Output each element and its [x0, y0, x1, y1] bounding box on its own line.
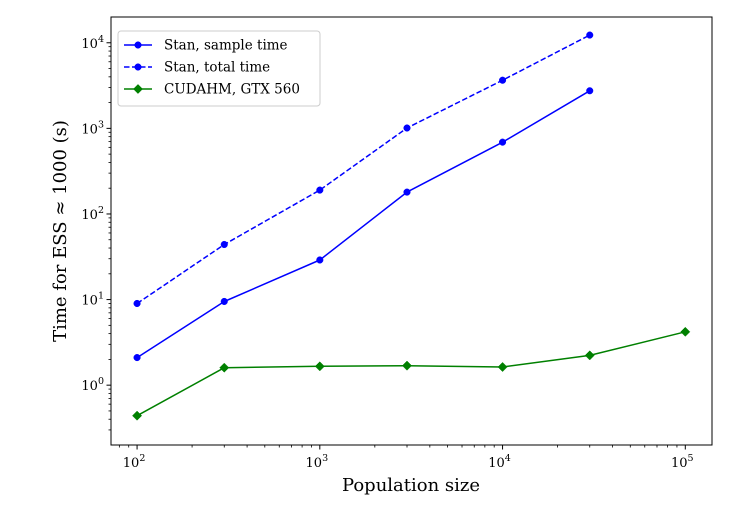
tick-layer: 102 103 104 105 100 101 102 103 104 [81, 34, 693, 471]
data-point [132, 410, 143, 421]
y-tick-label: 101 [81, 291, 104, 309]
x-tick-label: 104 [488, 453, 511, 471]
y-tick-label: 104 [81, 34, 104, 52]
series-line [136, 90, 591, 359]
y-tick-label: 100 [81, 376, 104, 394]
y-axis-label: Time for ESS ≈ 1000 (s) [50, 120, 71, 342]
legend: Stan, sample time Stan, total time CUDAHM,… [117, 30, 321, 107]
data-point [497, 362, 508, 372]
y-tick-label: 102 [81, 205, 104, 223]
data-point [220, 297, 228, 306]
legend-label: Stan, sample time [164, 38, 288, 54]
legend-frame [117, 30, 321, 107]
legend-label: Stan, total time [164, 60, 270, 76]
series-2 [133, 31, 594, 308]
legend-marker [134, 63, 142, 71]
data-point [133, 299, 141, 308]
x-tick-label: 102 [123, 453, 146, 471]
data-point [403, 188, 411, 196]
data-point [316, 256, 324, 264]
legend-entry: Stan, total time [124, 60, 270, 76]
legend-label: CUDAHM, GTX 560 [164, 82, 300, 98]
data-point [584, 350, 595, 361]
x-axis-label: Population size [342, 475, 480, 496]
data-point [402, 360, 412, 371]
data-point [314, 361, 325, 372]
legend-marker [134, 41, 142, 49]
x-tick-label: 105 [671, 453, 694, 471]
data-point [586, 87, 594, 95]
legend-entry: Stan, sample time [124, 38, 288, 54]
data-point [220, 240, 228, 249]
legend-entry: CUDAHM, GTX 560 [124, 82, 300, 98]
data-point [316, 186, 324, 194]
legend-marker [133, 84, 143, 94]
data-point [219, 362, 230, 373]
series-3 [132, 326, 691, 421]
data-point [403, 124, 411, 132]
x-tick-label: 103 [306, 453, 329, 471]
series-layer [132, 31, 691, 421]
data-point [586, 31, 594, 39]
series-line [136, 34, 591, 305]
y-tick-label: 103 [81, 119, 104, 137]
data-point [133, 354, 141, 362]
data-point [499, 138, 507, 146]
data-point [680, 326, 691, 337]
series-1 [133, 87, 594, 362]
data-point [499, 76, 507, 84]
